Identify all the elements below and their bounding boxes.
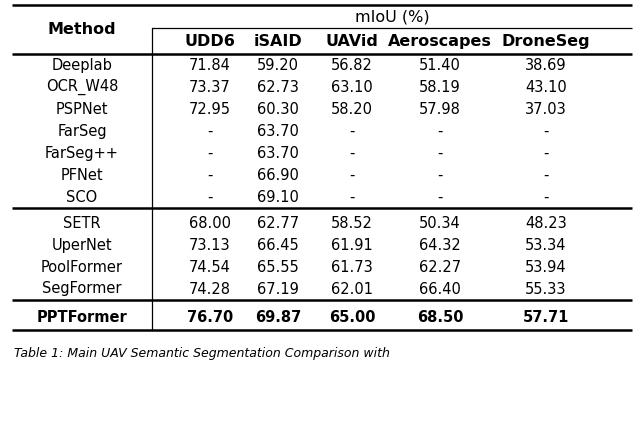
Text: 61.73: 61.73: [331, 260, 373, 275]
Text: PPTFormer: PPTFormer: [36, 309, 127, 325]
Text: 71.84: 71.84: [189, 57, 231, 73]
Text: -: -: [543, 145, 548, 161]
Text: 72.95: 72.95: [189, 102, 231, 116]
Text: -: -: [207, 167, 212, 182]
Text: 58.20: 58.20: [331, 102, 373, 116]
Text: -: -: [207, 190, 212, 204]
Text: 59.20: 59.20: [257, 57, 299, 73]
Text: 57.98: 57.98: [419, 102, 461, 116]
Text: -: -: [437, 124, 443, 139]
Text: 74.54: 74.54: [189, 260, 231, 275]
Text: 66.90: 66.90: [257, 167, 299, 182]
Text: 53.94: 53.94: [525, 260, 567, 275]
Text: 69.10: 69.10: [257, 190, 299, 204]
Text: 50.34: 50.34: [419, 215, 461, 230]
Text: 65.00: 65.00: [329, 309, 375, 325]
Text: Method: Method: [48, 22, 116, 37]
Text: -: -: [437, 167, 443, 182]
Text: 57.71: 57.71: [523, 309, 569, 325]
Text: 62.73: 62.73: [257, 79, 299, 94]
Text: 48.23: 48.23: [525, 215, 567, 230]
Text: Deeplab: Deeplab: [52, 57, 113, 73]
Text: Aeroscapes: Aeroscapes: [388, 34, 492, 48]
Text: -: -: [207, 145, 212, 161]
Text: Table 1: Main UAV Semantic Segmentation Comparison with: Table 1: Main UAV Semantic Segmentation …: [14, 346, 390, 360]
Text: UAVid: UAVid: [326, 34, 378, 48]
Text: 38.69: 38.69: [525, 57, 567, 73]
Text: mIoU (%): mIoU (%): [355, 9, 429, 24]
Text: 73.37: 73.37: [189, 79, 231, 94]
Text: SETR: SETR: [63, 215, 101, 230]
Text: 51.40: 51.40: [419, 57, 461, 73]
Text: 67.19: 67.19: [257, 281, 299, 297]
Text: -: -: [349, 167, 355, 182]
Text: -: -: [543, 167, 548, 182]
Text: -: -: [437, 145, 443, 161]
Text: 76.70: 76.70: [187, 309, 233, 325]
Text: PoolFormer: PoolFormer: [41, 260, 123, 275]
Text: FarSeg++: FarSeg++: [45, 145, 119, 161]
Text: -: -: [349, 190, 355, 204]
Text: 68.50: 68.50: [417, 309, 463, 325]
Text: 56.82: 56.82: [331, 57, 373, 73]
Text: 63.70: 63.70: [257, 124, 299, 139]
Text: 63.10: 63.10: [331, 79, 373, 94]
Text: -: -: [437, 190, 443, 204]
Text: DroneSeg: DroneSeg: [502, 34, 590, 48]
Text: PSPNet: PSPNet: [56, 102, 108, 116]
Text: 66.45: 66.45: [257, 238, 299, 252]
Text: PFNet: PFNet: [61, 167, 103, 182]
Text: 60.30: 60.30: [257, 102, 299, 116]
Text: 65.55: 65.55: [257, 260, 299, 275]
Text: iSAID: iSAID: [253, 34, 302, 48]
Text: 62.27: 62.27: [419, 260, 461, 275]
Text: SegFormer: SegFormer: [42, 281, 122, 297]
Text: 66.40: 66.40: [419, 281, 461, 297]
Text: 74.28: 74.28: [189, 281, 231, 297]
Text: 62.01: 62.01: [331, 281, 373, 297]
Text: UDD6: UDD6: [184, 34, 236, 48]
Text: 62.77: 62.77: [257, 215, 299, 230]
Text: FarSeg: FarSeg: [57, 124, 107, 139]
Text: 61.91: 61.91: [331, 238, 373, 252]
Text: -: -: [543, 190, 548, 204]
Text: 58.19: 58.19: [419, 79, 461, 94]
Text: -: -: [349, 124, 355, 139]
Text: 73.13: 73.13: [189, 238, 231, 252]
Text: 43.10: 43.10: [525, 79, 567, 94]
Text: 68.00: 68.00: [189, 215, 231, 230]
Text: 53.34: 53.34: [525, 238, 567, 252]
Text: -: -: [543, 124, 548, 139]
Text: SCO: SCO: [67, 190, 98, 204]
Text: -: -: [207, 124, 212, 139]
Text: 64.32: 64.32: [419, 238, 461, 252]
Text: 55.33: 55.33: [525, 281, 567, 297]
Text: -: -: [349, 145, 355, 161]
Text: 69.87: 69.87: [255, 309, 301, 325]
Text: 63.70: 63.70: [257, 145, 299, 161]
Text: OCR_W48: OCR_W48: [46, 79, 118, 95]
Text: 37.03: 37.03: [525, 102, 567, 116]
Text: 58.52: 58.52: [331, 215, 373, 230]
Text: UperNet: UperNet: [52, 238, 112, 252]
